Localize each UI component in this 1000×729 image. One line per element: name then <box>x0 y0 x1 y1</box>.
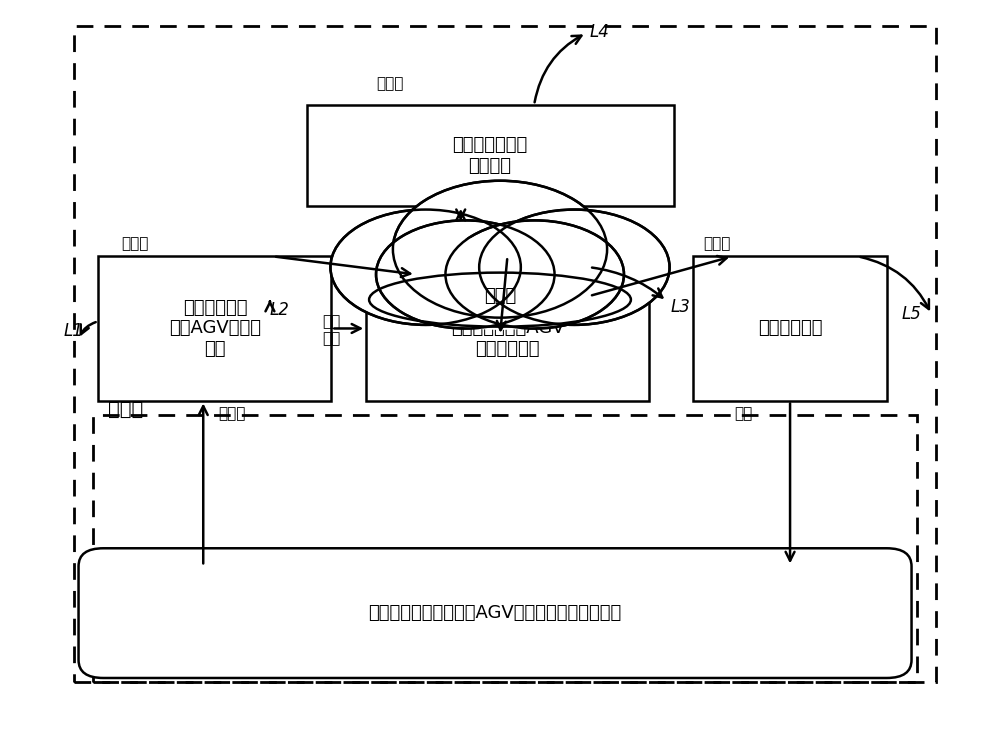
Text: 认知层: 认知层 <box>376 76 403 91</box>
FancyBboxPatch shape <box>79 548 912 678</box>
Ellipse shape <box>369 273 631 327</box>
Text: 控制层: 控制层 <box>703 236 731 251</box>
Text: 物理层: 物理层 <box>108 399 144 418</box>
Text: L2: L2 <box>270 302 290 319</box>
Text: 混流装配线、混合载量AGV、物料超市、线边库存: 混流装配线、混合载量AGV、物料超市、线边库存 <box>368 604 622 622</box>
FancyBboxPatch shape <box>366 257 649 400</box>
Text: 判断工位是否发出
补货订单、选择AGV
执行补货任务: 判断工位是否发出 补货订单、选择AGV 执行补货任务 <box>451 299 564 358</box>
Ellipse shape <box>393 181 607 318</box>
Text: L5: L5 <box>902 305 922 323</box>
Text: 调度: 调度 <box>734 406 752 421</box>
FancyBboxPatch shape <box>307 105 674 206</box>
Ellipse shape <box>376 220 555 329</box>
Text: 转换层: 转换层 <box>376 236 403 251</box>
Text: L4: L4 <box>589 23 609 41</box>
FancyBboxPatch shape <box>98 257 331 400</box>
Text: 数据
处理: 数据 处理 <box>322 313 341 346</box>
Text: 网络层: 网络层 <box>484 287 516 305</box>
Text: 获取工位库存
量、AGV状态和
位置: 获取工位库存 量、AGV状态和 位置 <box>169 299 261 358</box>
FancyBboxPatch shape <box>693 257 887 400</box>
Ellipse shape <box>445 220 624 329</box>
Text: 传感器: 传感器 <box>219 406 246 421</box>
Text: 根据目标、约束
处理数据: 根据目标、约束 处理数据 <box>452 136 528 175</box>
Ellipse shape <box>479 209 670 325</box>
Text: L3: L3 <box>671 298 690 316</box>
Ellipse shape <box>393 236 607 330</box>
Text: L1: L1 <box>64 321 84 340</box>
Ellipse shape <box>330 209 521 325</box>
Text: 确定调度策略: 确定调度策略 <box>758 319 822 338</box>
Text: 感知层: 感知层 <box>121 236 149 251</box>
Text: 数据分析: 数据分析 <box>504 213 540 228</box>
